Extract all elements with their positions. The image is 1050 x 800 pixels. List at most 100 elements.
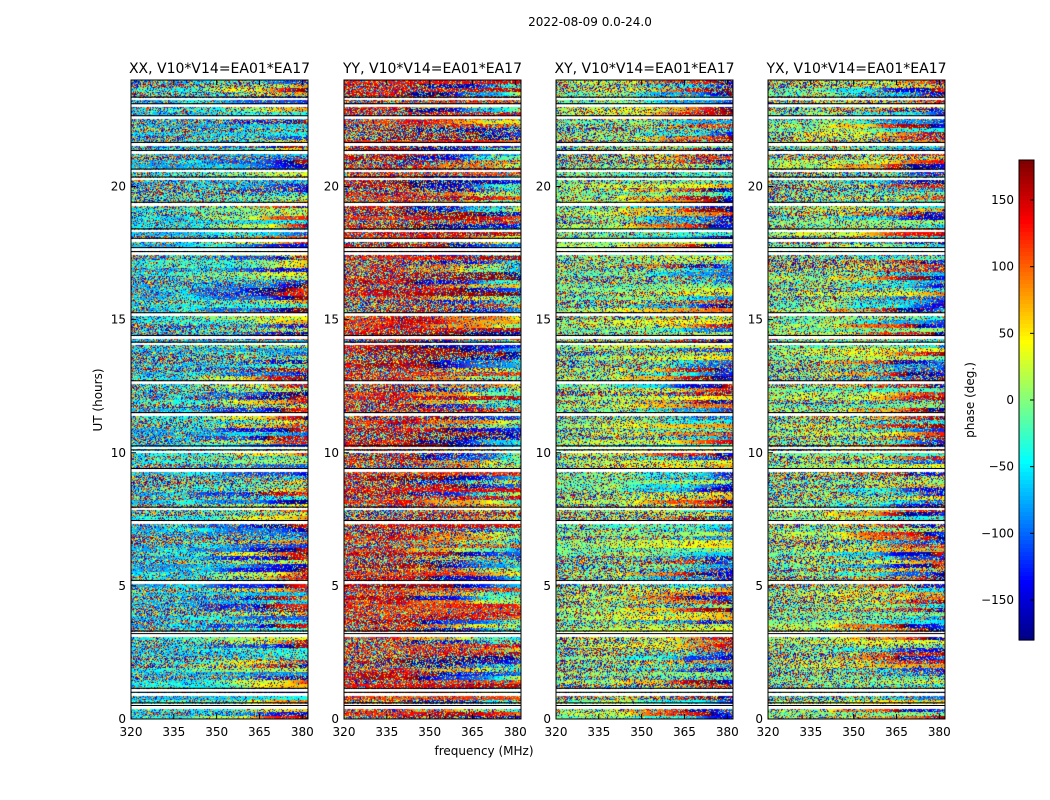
colorbar-segment: [1019, 472, 1034, 477]
panel-frame: [130, 79, 309, 720]
colorbar-segment: [1019, 300, 1034, 305]
x-tick-label: 365: [248, 725, 271, 739]
colorbar-segment: [1019, 264, 1034, 269]
colorbar-segment: [1019, 592, 1034, 597]
colorbar-segment: [1019, 328, 1034, 333]
colorbar-segment: [1019, 296, 1034, 301]
y-tick-label: 0: [331, 712, 339, 726]
colorbar-segment: [1019, 160, 1034, 165]
colorbar-segment: [1019, 196, 1034, 201]
colorbar-segment: [1019, 268, 1034, 273]
colorbar-segment: [1019, 368, 1034, 373]
x-tick-label: 350: [418, 725, 441, 739]
colorbar-segment: [1019, 528, 1034, 533]
y-tick-label: 0: [118, 712, 126, 726]
colorbar-tick-label: −100: [981, 526, 1014, 540]
x-tick-label: 320: [120, 725, 143, 739]
colorbar-segment: [1019, 364, 1034, 369]
colorbar-label: phase (deg.): [963, 362, 977, 438]
colorbar-segment: [1019, 628, 1034, 633]
y-axis-label: UT (hours): [91, 368, 105, 431]
colorbar-segment: [1019, 468, 1034, 473]
colorbar-segment: [1019, 420, 1034, 425]
colorbar-segment: [1019, 180, 1034, 185]
colorbar-tick-label: 0: [1006, 393, 1014, 407]
colorbar-segment: [1019, 416, 1034, 421]
x-axis-label: frequency (MHz): [434, 744, 533, 758]
x-tick-label: 335: [799, 725, 822, 739]
x-tick-label: 335: [162, 725, 185, 739]
panel-2: XY, V10*V14=EA01*EA17 320 335 350 365 380 0 5 10…: [536, 61, 739, 739]
colorbar-segment: [1019, 556, 1034, 561]
x-tick-label: 320: [333, 725, 356, 739]
colorbar-segment: [1019, 536, 1034, 541]
y-tick-label: 5: [118, 579, 126, 593]
colorbar-segment: [1019, 332, 1034, 337]
colorbar-segment: [1019, 496, 1034, 501]
colorbar-segment: [1019, 408, 1034, 413]
colorbar-segment: [1019, 620, 1034, 625]
colorbar-segment: [1019, 520, 1034, 525]
y-tick-label: 20: [536, 180, 551, 194]
panel-frame: [555, 79, 734, 720]
colorbar-segment: [1019, 304, 1034, 309]
panel-heatmap-image: [768, 80, 945, 719]
panel-frame: [343, 79, 522, 720]
y-tick-label: 0: [755, 712, 763, 726]
colorbar-segment: [1019, 236, 1034, 241]
panel-heatmap-image: [344, 80, 521, 719]
colorbar-segment: [1019, 220, 1034, 225]
colorbar-segment: [1019, 248, 1034, 253]
colorbar-segment: [1019, 448, 1034, 453]
panel-title: YY, V10*V14=EA01*EA17: [342, 61, 522, 77]
colorbar-segment: [1019, 568, 1034, 573]
colorbar-tick-label: −150: [981, 593, 1014, 607]
colorbar-segment: [1019, 192, 1034, 197]
colorbar-segment: [1019, 260, 1034, 265]
colorbar-tick-label: −50: [989, 460, 1014, 474]
colorbar-tick-label: 150: [991, 193, 1014, 207]
colorbar-tick-label: 100: [991, 260, 1014, 274]
colorbar-segment: [1019, 492, 1034, 497]
colorbar-segment: [1019, 252, 1034, 257]
colorbar-segment: [1019, 508, 1034, 513]
colorbar-segment: [1019, 340, 1034, 345]
colorbar-segment: [1019, 560, 1034, 565]
colorbar-segment: [1019, 396, 1034, 401]
colorbar-segment: [1019, 228, 1034, 233]
colorbar-segment: [1019, 380, 1034, 385]
y-tick-label: 5: [543, 579, 551, 593]
colorbar-segment: [1019, 580, 1034, 585]
colorbar-segment: [1019, 336, 1034, 341]
colorbar-segment: [1019, 272, 1034, 277]
panel-title: XY, V10*V14=EA01*EA17: [554, 61, 734, 77]
colorbar-segment: [1019, 212, 1034, 217]
colorbar-segment: [1019, 600, 1034, 605]
colorbar-segment: [1019, 288, 1034, 293]
colorbar-segment: [1019, 404, 1034, 409]
y-tick-label: 10: [111, 446, 126, 460]
y-tick-label: 15: [748, 313, 763, 327]
colorbar-segment: [1019, 616, 1034, 621]
colorbar-segment: [1019, 572, 1034, 577]
colorbar-segment: [1019, 636, 1034, 641]
y-tick-label: 10: [536, 446, 551, 460]
y-tick-label: 10: [324, 446, 339, 460]
x-tick-label: 380: [291, 725, 314, 739]
colorbar-segment: [1019, 284, 1034, 289]
panel-heatmap-image: [131, 80, 308, 719]
colorbar-segment: [1019, 312, 1034, 317]
colorbar-segment: [1019, 612, 1034, 617]
y-tick-label: 5: [755, 579, 763, 593]
colorbar-segment: [1019, 632, 1034, 637]
panels-group: XX, V10*V14=EA01*EA17 320 335 350 365 380 0 5 10…: [111, 61, 951, 739]
panel-3: YX, V10*V14=EA01*EA17 320 335 350 365 380 0 5 10…: [748, 61, 951, 739]
colorbar-segment: [1019, 176, 1034, 181]
colorbar-segment: [1019, 544, 1034, 549]
colorbar-segment: [1019, 392, 1034, 397]
colorbar-segment: [1019, 484, 1034, 489]
colorbar-segment: [1019, 504, 1034, 509]
x-tick-label: 320: [545, 725, 568, 739]
colorbar-segment: [1019, 384, 1034, 389]
colorbar-segment: [1019, 232, 1034, 237]
